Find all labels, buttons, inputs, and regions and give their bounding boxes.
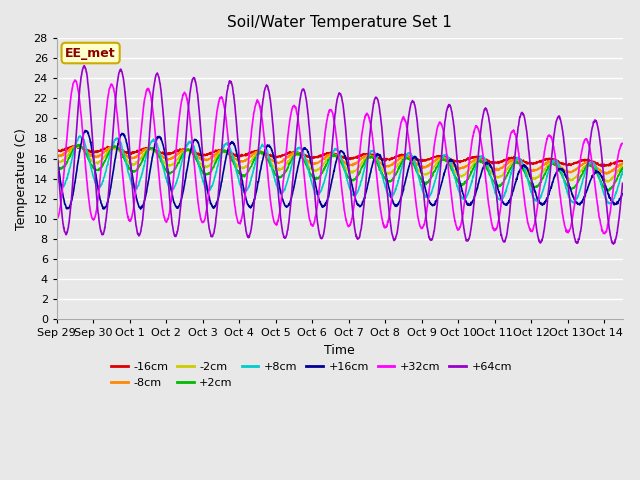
+8cm xyxy=(53,172,61,178)
+64cm xyxy=(610,241,618,247)
+8cm xyxy=(77,133,84,139)
+8cm xyxy=(328,150,336,156)
+64cm xyxy=(499,237,506,242)
+32cm xyxy=(71,77,79,83)
+16cm xyxy=(603,186,611,192)
-2cm xyxy=(328,154,336,159)
+16cm xyxy=(499,200,507,205)
+32cm xyxy=(499,189,506,195)
-8cm xyxy=(603,171,611,177)
+32cm xyxy=(603,227,611,233)
+8cm xyxy=(605,201,613,206)
+16cm xyxy=(619,191,627,197)
+2cm xyxy=(314,175,321,181)
Legend: -16cm, -8cm, -2cm, +2cm, +8cm, +16cm, +32cm, +64cm: -16cm, -8cm, -2cm, +2cm, +8cm, +16cm, +3… xyxy=(106,358,516,392)
-16cm xyxy=(603,163,611,168)
-2cm xyxy=(53,158,61,164)
+2cm xyxy=(605,188,612,193)
-16cm xyxy=(328,151,336,156)
-2cm xyxy=(619,164,627,170)
-8cm xyxy=(602,169,610,175)
Line: -2cm: -2cm xyxy=(57,146,623,182)
+64cm xyxy=(602,198,610,204)
+2cm xyxy=(74,142,82,147)
+64cm xyxy=(603,202,611,207)
-8cm xyxy=(619,161,627,167)
+16cm xyxy=(53,154,61,159)
+64cm xyxy=(82,68,90,73)
-8cm xyxy=(328,150,336,156)
+2cm xyxy=(82,151,90,156)
-16cm xyxy=(619,158,627,164)
-2cm xyxy=(76,143,84,149)
+64cm xyxy=(53,146,61,152)
+8cm xyxy=(603,196,611,202)
+2cm xyxy=(499,181,506,187)
+32cm xyxy=(603,229,611,235)
+32cm xyxy=(601,231,609,237)
-16cm xyxy=(603,162,611,168)
Line: +64cm: +64cm xyxy=(57,66,623,244)
+16cm xyxy=(329,176,337,181)
-2cm xyxy=(314,167,321,172)
-8cm xyxy=(499,164,506,170)
+32cm xyxy=(82,168,90,174)
+64cm xyxy=(314,216,321,222)
+2cm xyxy=(602,186,610,192)
Line: +2cm: +2cm xyxy=(57,144,623,191)
-2cm xyxy=(604,179,612,185)
+64cm xyxy=(328,143,336,148)
-2cm xyxy=(603,178,611,184)
Line: -16cm: -16cm xyxy=(57,146,623,167)
+2cm xyxy=(53,164,61,170)
-16cm xyxy=(53,148,61,154)
+32cm xyxy=(53,215,61,221)
Title: Soil/Water Temperature Set 1: Soil/Water Temperature Set 1 xyxy=(227,15,452,30)
-8cm xyxy=(53,153,61,158)
Line: +32cm: +32cm xyxy=(57,80,623,234)
+8cm xyxy=(82,145,90,151)
+16cm xyxy=(81,128,89,133)
-16cm xyxy=(499,158,506,164)
+16cm xyxy=(314,191,321,197)
-2cm xyxy=(82,150,90,156)
-2cm xyxy=(499,173,506,179)
-16cm xyxy=(82,147,90,153)
+8cm xyxy=(314,190,321,196)
Line: -8cm: -8cm xyxy=(57,145,623,174)
+8cm xyxy=(602,195,610,201)
-8cm xyxy=(72,143,80,148)
-8cm xyxy=(603,170,611,176)
-2cm xyxy=(602,178,610,183)
+64cm xyxy=(81,63,88,69)
+16cm xyxy=(603,187,611,192)
-8cm xyxy=(314,161,321,167)
Text: EE_met: EE_met xyxy=(65,47,116,60)
+8cm xyxy=(499,196,506,202)
+32cm xyxy=(314,204,321,210)
+64cm xyxy=(619,180,627,186)
X-axis label: Time: Time xyxy=(324,344,355,357)
+32cm xyxy=(328,109,336,115)
-16cm xyxy=(598,164,605,169)
-16cm xyxy=(72,143,79,149)
Line: +8cm: +8cm xyxy=(57,136,623,204)
Line: +16cm: +16cm xyxy=(57,131,623,209)
+32cm xyxy=(619,141,627,146)
+16cm xyxy=(137,206,145,212)
+2cm xyxy=(603,187,611,193)
-16cm xyxy=(314,154,321,159)
Y-axis label: Temperature (C): Temperature (C) xyxy=(15,128,28,229)
-8cm xyxy=(82,148,90,154)
+2cm xyxy=(619,165,627,171)
+2cm xyxy=(328,153,336,158)
+8cm xyxy=(619,168,627,174)
+16cm xyxy=(82,128,90,134)
